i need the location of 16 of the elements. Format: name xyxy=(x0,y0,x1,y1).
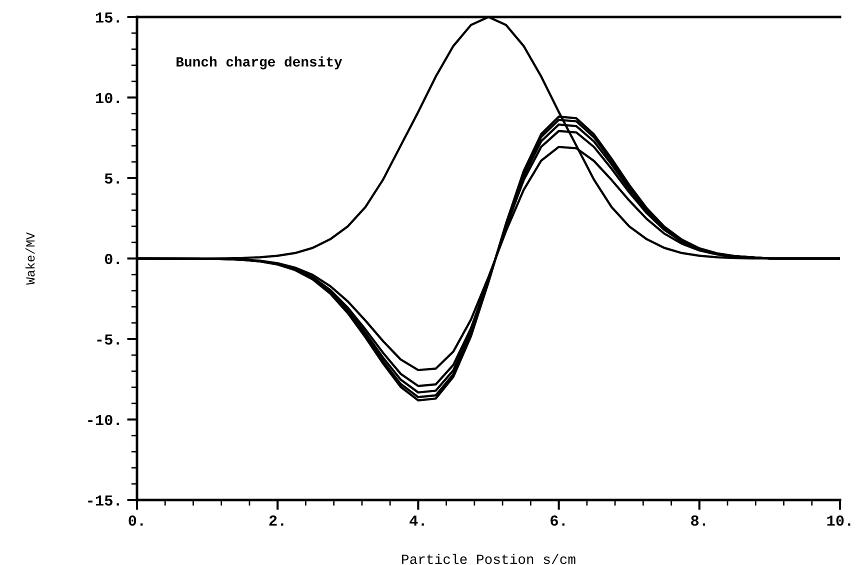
y-tick-label: 0. xyxy=(104,254,119,264)
y-tick-label: 5. xyxy=(104,173,119,184)
annotation: Bunch charge density xyxy=(176,56,342,70)
x-tick-label: 4. xyxy=(410,516,424,526)
y-axis-title: Wake/MV xyxy=(25,232,35,285)
y-tick-label: -10. xyxy=(88,414,119,426)
y-tick-label: -5. xyxy=(97,334,119,345)
y-tick-label: -15. xyxy=(88,495,119,506)
y-tick-label: 10. xyxy=(96,92,119,104)
x-tick-label: 10. xyxy=(827,515,850,526)
x-tick-label: 8. xyxy=(691,515,706,526)
y-tick-label: 15. xyxy=(96,12,119,23)
x-axis-title: Particle Postion s/cm xyxy=(402,554,576,564)
x-tick-label: 2. xyxy=(269,515,284,526)
x-tick-label: 6. xyxy=(550,515,564,526)
x-tick-label: 0. xyxy=(128,515,143,526)
